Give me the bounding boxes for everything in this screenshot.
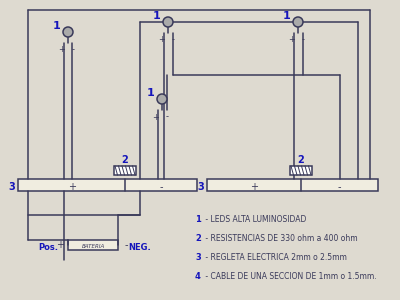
Text: +: + (68, 182, 76, 192)
Text: BATERIA: BATERIA (81, 244, 105, 248)
Text: +: + (288, 35, 296, 44)
Bar (18, 179, 197, 191)
Text: +: + (56, 240, 64, 250)
Text: 3: 3 (8, 182, 15, 192)
Text: - CABLE DE UNA SECCION DE 1mm o 1.5mm.: - CABLE DE UNA SECCION DE 1mm o 1.5mm. (203, 272, 377, 281)
Text: -: - (160, 182, 163, 192)
Text: 4: 4 (195, 272, 201, 281)
Bar (290, 166, 312, 175)
Text: 3: 3 (195, 253, 201, 262)
Bar (207, 179, 378, 191)
Bar (114, 166, 136, 175)
Text: -: - (338, 182, 341, 192)
Text: Pos.: Pos. (38, 242, 58, 251)
Text: -: - (172, 35, 174, 44)
Text: 1: 1 (152, 11, 160, 21)
Text: 2: 2 (298, 155, 304, 165)
Text: 1: 1 (52, 21, 60, 31)
Text: - RESISTENCIAS DE 330 ohm a 400 ohm: - RESISTENCIAS DE 330 ohm a 400 ohm (203, 234, 358, 243)
Text: 1: 1 (282, 11, 290, 21)
Text: +: + (250, 182, 258, 192)
Text: +: + (158, 35, 166, 44)
Text: 3: 3 (197, 182, 204, 192)
Text: 2: 2 (122, 155, 128, 165)
Text: -: - (166, 112, 168, 122)
Circle shape (157, 94, 167, 104)
Text: -: - (124, 240, 128, 250)
Text: 1: 1 (195, 215, 201, 224)
Circle shape (63, 27, 73, 37)
Text: NEG.: NEG. (129, 242, 151, 251)
Text: +: + (58, 46, 66, 55)
Text: -: - (72, 46, 74, 55)
Text: 2: 2 (195, 234, 201, 243)
Text: 1: 1 (146, 88, 154, 98)
Circle shape (293, 17, 303, 27)
Circle shape (163, 17, 173, 27)
Bar (68, 240, 118, 250)
Text: -: - (302, 35, 304, 44)
Text: +: + (152, 112, 160, 122)
Text: - LEDS ALTA LUMINOSIDAD: - LEDS ALTA LUMINOSIDAD (203, 215, 306, 224)
Text: - REGLETA ELECTRICA 2mm o 2.5mm: - REGLETA ELECTRICA 2mm o 2.5mm (203, 253, 347, 262)
